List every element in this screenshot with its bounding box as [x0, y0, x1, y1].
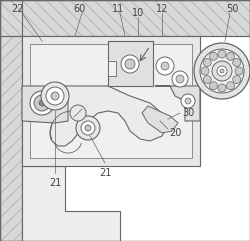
Circle shape — [194, 43, 250, 99]
Polygon shape — [30, 44, 192, 158]
Polygon shape — [155, 86, 200, 121]
Circle shape — [30, 91, 54, 115]
Circle shape — [70, 105, 86, 121]
Circle shape — [218, 84, 226, 92]
Polygon shape — [50, 86, 168, 146]
Circle shape — [226, 82, 234, 90]
Circle shape — [176, 75, 184, 83]
Circle shape — [156, 57, 174, 75]
Circle shape — [181, 94, 195, 108]
Polygon shape — [0, 0, 250, 36]
Text: 10: 10 — [132, 8, 144, 18]
Text: 11: 11 — [112, 4, 124, 14]
Circle shape — [212, 61, 232, 81]
Polygon shape — [22, 36, 200, 166]
Text: 21: 21 — [99, 168, 111, 178]
Text: 30: 30 — [182, 108, 194, 118]
Circle shape — [210, 82, 218, 90]
Circle shape — [203, 59, 211, 67]
Circle shape — [172, 71, 188, 87]
Circle shape — [185, 98, 191, 104]
Text: 20: 20 — [169, 128, 181, 138]
Circle shape — [125, 59, 135, 69]
Circle shape — [220, 69, 224, 73]
Circle shape — [203, 75, 211, 83]
Circle shape — [121, 55, 139, 73]
Circle shape — [233, 75, 241, 83]
Circle shape — [34, 95, 50, 111]
Text: 12: 12 — [156, 4, 168, 14]
Circle shape — [200, 49, 244, 93]
Circle shape — [201, 67, 209, 75]
Circle shape — [81, 121, 95, 135]
Circle shape — [85, 125, 91, 131]
Circle shape — [39, 100, 45, 106]
Polygon shape — [142, 106, 178, 133]
Bar — [108, 61, 116, 76]
Circle shape — [51, 92, 59, 100]
Text: 21: 21 — [49, 178, 61, 188]
Text: 50: 50 — [226, 4, 238, 14]
Text: 22: 22 — [12, 4, 24, 14]
Circle shape — [161, 62, 169, 70]
Circle shape — [217, 66, 227, 76]
Circle shape — [218, 50, 226, 58]
Circle shape — [46, 87, 64, 105]
Circle shape — [210, 52, 218, 60]
Circle shape — [76, 116, 100, 140]
Circle shape — [226, 52, 234, 60]
Polygon shape — [22, 86, 68, 123]
Circle shape — [233, 59, 241, 67]
Polygon shape — [22, 166, 120, 241]
Bar — [108, 41, 153, 86]
Circle shape — [235, 67, 243, 75]
Text: 60: 60 — [74, 4, 86, 14]
Circle shape — [41, 82, 69, 110]
Polygon shape — [0, 0, 22, 241]
